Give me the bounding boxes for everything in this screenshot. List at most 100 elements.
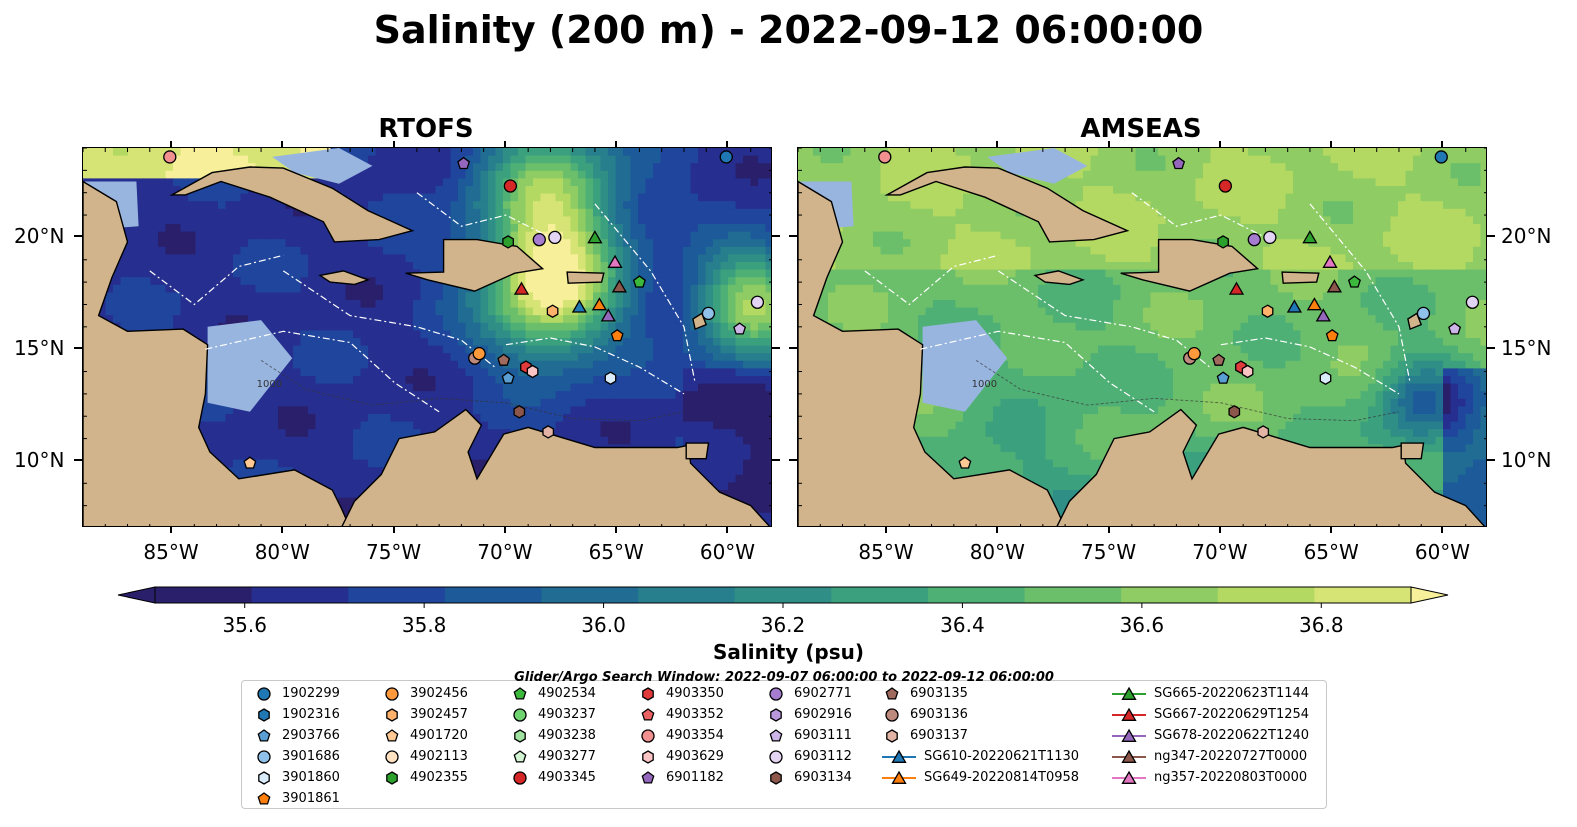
amseas-map-svg: 1000 (798, 148, 1486, 526)
rtofs-obs-SG678-20220622T1240 (600, 308, 616, 322)
rtofs-shallow-bank (207, 320, 293, 412)
lon-major-tick-bottom (996, 527, 999, 533)
amseas-obs-4901720 (958, 456, 972, 469)
colorbar-tick-label: 35.8 (401, 613, 447, 637)
amseas-hispaniola-land (1120, 238, 1260, 292)
amseas-obs-6901182 (1172, 156, 1186, 170)
legend-item-label: 6902916 (794, 707, 852, 722)
colorbar-extend-max (1410, 586, 1449, 604)
legend-marker-icon (641, 707, 655, 721)
colorbar-tick-label: 36.8 (1299, 613, 1344, 637)
legend-marker-icon (642, 749, 654, 764)
legend-item-label: 3901861 (282, 791, 340, 806)
lon-tick-label: 80°W (254, 540, 310, 564)
lat-major-tick-left-panel-right (772, 347, 780, 350)
legend-item: 4903237 (510, 704, 596, 725)
rtofs-cuba-land (169, 166, 415, 243)
amseas-eez-boundary (1131, 192, 1266, 238)
lon-major-tick-bottom (726, 527, 729, 533)
colorbar-segment (155, 587, 253, 603)
rtofs-puerto-rico-land (566, 271, 605, 284)
colorbar-tick-label: 36.0 (581, 613, 626, 637)
legend-item-label: SG610-20220621T1130 (924, 749, 1080, 764)
colorbar-segment (1121, 587, 1219, 603)
lat-major-tick-left-panel-right (772, 235, 780, 238)
lon-major-tick-bottom (170, 527, 173, 533)
rtofs-obs-3901686 (701, 306, 716, 321)
amseas-obs-6903112 (1465, 295, 1480, 309)
rtofs-hispaniola-land (405, 238, 545, 292)
legend-marker-hexagon (770, 770, 782, 785)
legend-marker-icon (257, 686, 271, 701)
legend-item: 4902534 (510, 683, 596, 704)
legend-marker-icon (257, 791, 271, 805)
legend-item-label: 4903350 (666, 686, 724, 701)
legend-item: SG665-20220623T1144 (1112, 683, 1309, 704)
rtofs-frame-ticks (83, 148, 771, 526)
legend-marker-circle (385, 749, 399, 764)
lat-major-tick-right-panel-left (789, 347, 797, 350)
lat-tick-label-right: 20°N (1501, 224, 1552, 249)
legend-item: 4902113 (382, 746, 468, 767)
legend-marker-icon (882, 749, 916, 763)
legend-item: 4903277 (510, 746, 596, 767)
rtofs-observations (163, 150, 765, 469)
lon-major-tick-top (726, 141, 729, 147)
rtofs-obs-4903345 (503, 179, 518, 193)
amseas-obs-SG610-20220621T1130 (1286, 299, 1303, 313)
legend-marker-icon (641, 770, 655, 784)
lon-major-tick-top (1218, 141, 1221, 147)
amseas-jamaica-land (1033, 270, 1086, 286)
amseas-observations (878, 150, 1480, 469)
legend-marker-icon (886, 728, 898, 743)
legend-marker-pentagon (513, 749, 527, 763)
legend-item-label: 4903345 (538, 770, 596, 785)
rtofs-eez-boundary (416, 192, 551, 238)
amseas-eez-boundary (1309, 203, 1411, 383)
legend-item: 3901861 (254, 788, 340, 809)
legend-item: 4903350 (638, 683, 724, 704)
amseas-obs-4903354 (878, 150, 892, 164)
legend-item-label: 4903629 (666, 749, 724, 764)
legend-marker-pentagon (769, 728, 783, 742)
rtofs-obs-4903354 (163, 150, 177, 164)
amseas-obs-SG667-20220629T1254 (1228, 281, 1245, 295)
legend-item-label: 4901720 (410, 728, 468, 743)
lat-tick-label-left: 20°N (14, 224, 65, 249)
legend-marker-triangle (1121, 707, 1137, 721)
colorbar-extend-min (117, 586, 156, 604)
legend-item: 6902771 (766, 683, 852, 704)
lon-tick-label: 85°W (858, 540, 914, 564)
lon-major-tick-top (281, 141, 284, 147)
legend-item: 4903238 (510, 725, 596, 746)
legend-marker-triangle (891, 770, 907, 784)
legend-item-label: 6903136 (910, 707, 968, 722)
lat-tick-label-left: 15°N (14, 336, 65, 361)
legend-item: 3901686 (254, 746, 340, 767)
legend-marker-circle (769, 686, 783, 701)
map-panel-amseas[interactable]: 1000 (797, 147, 1487, 527)
lon-major-tick-bottom (1441, 527, 1444, 533)
amseas-eez-boundary (864, 254, 999, 306)
rtofs-obs-6901182 (457, 156, 471, 170)
lon-major-tick-top (885, 141, 888, 147)
amseas-lesser-antilles-land (1407, 312, 1423, 331)
colorbar-tick-label: 35.6 (222, 613, 267, 637)
lon-tick-label: 60°W (1414, 540, 1471, 564)
amseas-obs-SG665-20220623T1144 (1302, 230, 1318, 244)
legend-item: 3902456 (382, 683, 468, 704)
legend-marker-hexagon (386, 707, 398, 722)
legend-marker-triangle (1121, 728, 1137, 742)
legend-item: 6902916 (766, 704, 852, 725)
lat-major-tick-left (74, 458, 82, 461)
rtofs-obs-SG667-20220629T1254 (513, 281, 530, 295)
panel-title-amseas: AMSEAS (1080, 114, 1202, 144)
lon-major-tick-bottom (615, 527, 618, 533)
colorbar-tick-label: 36.4 (940, 613, 985, 637)
amseas-obs-SG678-20220622T1240 (1315, 308, 1331, 322)
amseas-obs-3902456 (1187, 346, 1201, 361)
legend-item: 6901182 (638, 767, 724, 788)
legend-item-label: SG667-20220629T1254 (1154, 707, 1310, 722)
lat-major-tick-right-panel-left (789, 235, 797, 238)
map-panel-rtofs[interactable]: 1000 (82, 147, 772, 527)
